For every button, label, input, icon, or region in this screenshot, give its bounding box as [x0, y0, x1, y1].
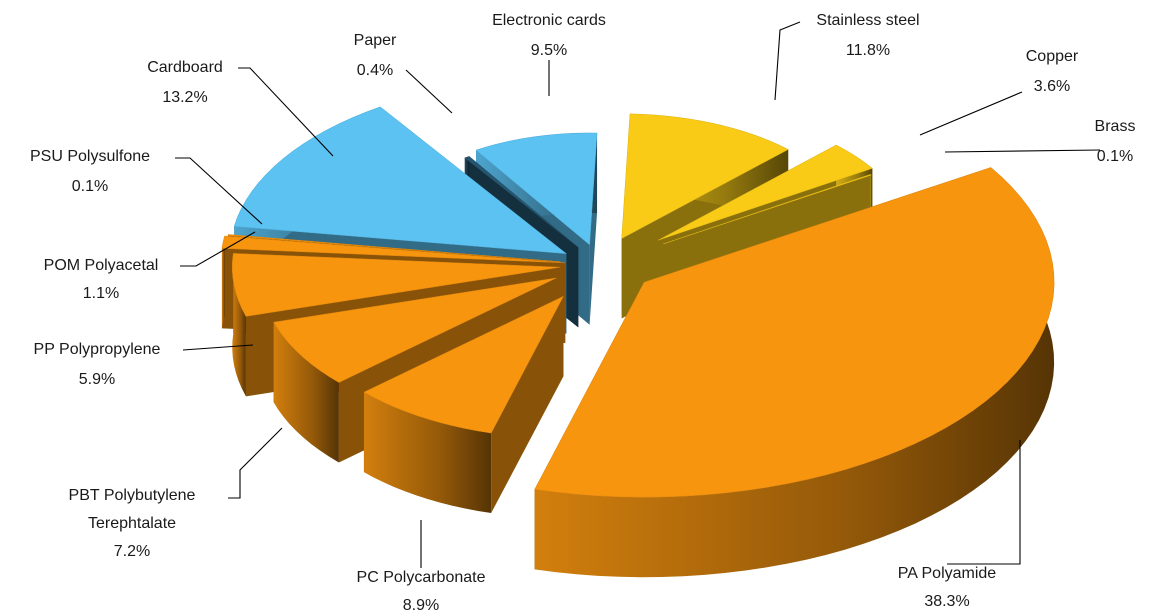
slice-outer-wall: [273, 322, 339, 463]
slice-name: PP Polypropylene: [34, 341, 161, 358]
slice-value: 1.1%: [83, 285, 119, 302]
slice-name-line-1: PBT Polybutylene: [69, 487, 196, 504]
leader-line-paper: [405, 69, 453, 114]
slice-name: Brass: [1095, 118, 1136, 135]
slice-value: 13.2%: [162, 89, 207, 106]
slice-value: 7.2%: [114, 543, 150, 560]
slice-label-pom-polyacetal: POM Polyacetal 1.1%: [44, 257, 159, 302]
slice-name-line-2: Terephtalate: [88, 515, 176, 532]
slice-name: PC Polycarbonate: [357, 569, 486, 586]
slice-top-face: [273, 277, 557, 383]
slice-label-copper: Copper 3.6%: [1026, 48, 1079, 95]
slice-name: POM Polyacetal: [44, 257, 159, 274]
slice-label-pbt-polybutylene-terephtalate: PBT Polybutylene Terephtalate 7.2%: [69, 487, 196, 560]
slice-label-pc-polycarbonate: PC Polycarbonate 8.9%: [357, 569, 486, 613]
slice-outer-wall: [534, 167, 1055, 578]
slice-label-cardboard: Cardboard 13.2%: [147, 59, 223, 106]
slice-value: 11.8%: [846, 42, 890, 59]
slice-value: 5.9%: [79, 371, 115, 388]
slice-outer-wall: [363, 392, 492, 514]
slice-top-face: [475, 132, 598, 246]
slices-layer: [221, 106, 1055, 578]
slice-value: 38.3%: [924, 593, 969, 610]
slice-top-face: [621, 113, 789, 239]
slice-name: PA Polyamide: [898, 565, 997, 582]
leader-line-brass: [944, 149, 1101, 153]
slice-top-face: [658, 144, 873, 241]
slice-value: 0.1%: [72, 178, 108, 195]
slice-value: 8.9%: [403, 597, 439, 613]
slice-label-pp-polypropylene: PP Polypropylene 5.9%: [34, 341, 161, 388]
slice-top-face: [363, 295, 565, 434]
leader-lines: [175, 21, 1101, 568]
slice-name: PSU Polysulfone: [30, 148, 150, 165]
slice-name: Paper: [354, 32, 397, 49]
slice-pc-polycarbonate: [363, 295, 565, 514]
slice-top-face: [231, 253, 561, 317]
slice-label-electronic-cards: Electronic cards 9.5%: [492, 12, 606, 59]
slice-name: Stainless steel: [816, 12, 919, 29]
slice-name: Cardboard: [147, 59, 223, 76]
slice-name: Copper: [1026, 48, 1079, 65]
slice-value: 0.4%: [357, 62, 393, 79]
slice-name: Electronic cards: [492, 12, 606, 29]
leader-line-copper: [919, 91, 1023, 136]
leader-line-psu-polysulfone: [175, 157, 263, 225]
slice-value: 0.1%: [1097, 148, 1133, 165]
slice-value: 3.6%: [1034, 78, 1070, 95]
leader-line-pp-polypropylene: [182, 344, 254, 351]
slice-top-face: [221, 235, 566, 264]
leader-line-stainless-steel: [774, 21, 801, 101]
slice-label-pa-polyamide: PA Polyamide 38.3%: [898, 565, 997, 610]
slice-outer-wall: [232, 253, 246, 397]
leader-line-pbt-polybutylene-terephtalate: [228, 427, 283, 499]
leader-line-pom-polyacetal: [180, 231, 256, 267]
slice-label-paper: Paper 0.4%: [354, 32, 397, 79]
slice-top-face: [534, 167, 1055, 498]
leader-line-cardboard: [238, 67, 334, 157]
slice-top-face: [233, 106, 568, 254]
slice-outer-wall: [221, 236, 225, 329]
slice-value: 9.5%: [531, 42, 567, 59]
slice-pa-polyamide: [534, 167, 1055, 578]
slice-label-psu-polysulfone: PSU Polysulfone 0.1%: [30, 148, 150, 195]
slice-top-face: [663, 174, 872, 245]
slice-top-face: [464, 156, 579, 248]
leader-line-pa-polyamide: [947, 440, 1021, 565]
slice-label-brass: Brass 0.1%: [1095, 118, 1136, 165]
slice-label-stainless-steel: Stainless steel 11.8%: [816, 12, 919, 59]
slice-top-face: [227, 234, 561, 263]
